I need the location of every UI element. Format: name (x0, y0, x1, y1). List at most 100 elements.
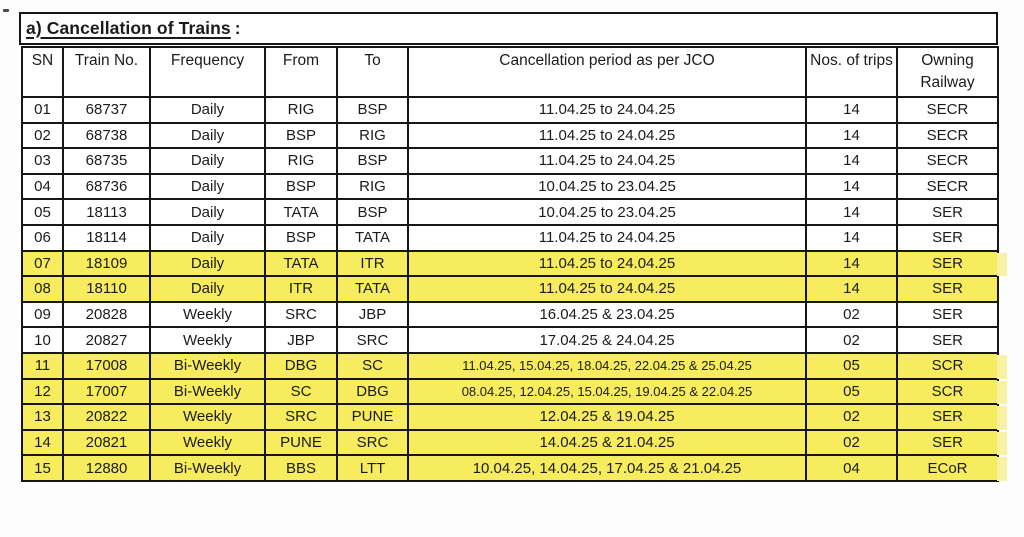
cell-frequency: Daily (149, 223, 266, 252)
cell-frequency: Bi-Weekly (149, 351, 266, 380)
cell-period: 10.04.25, 14.04.25, 17.04.25 & 21.04.25 (407, 454, 807, 482)
cell-frequency: Daily (149, 147, 266, 175)
cell-period: 10.04.25 to 23.04.25 (407, 198, 807, 226)
cell-frequency: Daily (149, 121, 266, 150)
cell-sn: 13 (21, 403, 64, 431)
cell-frequency: Weekly (149, 326, 266, 354)
cell-to: BSP (336, 198, 409, 226)
cell-railway: SECR (896, 121, 999, 150)
cell-train-no: 17007 (62, 377, 151, 406)
cell-train-no: 68738 (62, 121, 151, 150)
cell-sn: 06 (21, 223, 64, 252)
table-row: 09 20828 Weekly SRC JBP 16.04.25 & 23.04.25 02… (21, 300, 999, 329)
cell-period: 08.04.25, 12.04.25, 15.04.25, 19.04.25 &… (407, 377, 807, 406)
cell-from: PUNE (264, 428, 338, 457)
cell-frequency: Daily (149, 172, 266, 201)
cell-period: 16.04.25 & 23.04.25 (407, 300, 807, 329)
cell-from: SC (264, 377, 338, 406)
cell-trips: 02 (805, 403, 898, 431)
cell-railway: SER (896, 403, 1008, 431)
cell-to: BSP (336, 96, 409, 124)
section-title-box: a) Cancellation of Trains : (19, 12, 998, 45)
cell-frequency: Bi-Weekly (149, 377, 266, 406)
cell-sn: 08 (21, 275, 64, 303)
cell-from: BSP (264, 172, 338, 201)
cell-frequency: Daily (149, 198, 266, 226)
cell-railway: SER (896, 300, 999, 329)
table-row: 06 18114 Daily BSP TATA 11.04.25 to 24.04.25 1… (21, 223, 999, 252)
cell-train-no: 20827 (62, 326, 151, 354)
cell-from: BSP (264, 121, 338, 150)
cell-trips: 14 (805, 198, 898, 226)
cell-period: 11.04.25 to 24.04.25 (407, 249, 807, 278)
header-row: SN Train No. Frequency From To Cancellation p… (21, 46, 999, 98)
cell-sn: 02 (21, 121, 64, 150)
cell-frequency: Daily (149, 96, 266, 124)
cell-to: DBG (336, 377, 409, 406)
cell-railway: SCR (896, 377, 1008, 406)
cell-sn: 10 (21, 326, 64, 354)
cell-period: 10.04.25 to 23.04.25 (407, 172, 807, 201)
cell-period: 17.04.25 & 24.04.25 (407, 326, 807, 354)
cell-from: BSP (264, 223, 338, 252)
cell-sn: 15 (21, 454, 64, 482)
table-row: 03 68735 Daily RIG BSP 11.04.25 to 24.04.25 14… (21, 147, 999, 175)
cell-train-no: 20821 (62, 428, 151, 457)
cell-trips: 14 (805, 172, 898, 201)
column-header-owning-railway: Owning Railway (896, 46, 999, 98)
cell-to: SRC (336, 326, 409, 354)
cell-train-no: 18113 (62, 198, 151, 226)
table-row: 11 17008 Bi-Weekly DBG SC 11.04.25, 15.04.25,… (21, 351, 1008, 380)
cell-railway: SER (896, 223, 999, 252)
cell-railway: SECR (896, 96, 999, 124)
cell-train-no: 18109 (62, 249, 151, 278)
cell-railway: SER (896, 275, 999, 303)
cell-sn: 07 (21, 249, 64, 278)
cell-period: 14.04.25 & 21.04.25 (407, 428, 807, 457)
cell-train-no: 12880 (62, 454, 151, 482)
cell-train-no: 20822 (62, 403, 151, 431)
column-header-cancellation-period: Cancellation period as per JCO (407, 46, 807, 98)
cell-to: SC (336, 351, 409, 380)
cell-from: RIG (264, 147, 338, 175)
section-title: a) Cancellation of Trains (26, 18, 231, 38)
cell-trips: 05 (805, 377, 898, 406)
cell-to: RIG (336, 172, 409, 201)
column-header-train-no: Train No. (62, 46, 151, 98)
cell-railway: SER (896, 249, 1008, 278)
cell-to: ITR (336, 249, 409, 278)
section-title-colon: : (234, 18, 241, 38)
cell-trips: 14 (805, 96, 898, 124)
cell-railway: SER (896, 326, 999, 354)
cell-sn: 14 (21, 428, 64, 457)
cell-from: TATA (264, 198, 338, 226)
cell-from: TATA (264, 249, 338, 278)
cell-railway: SECR (896, 172, 999, 201)
cell-train-no: 18114 (62, 223, 151, 252)
table-row: 04 68736 Daily BSP RIG 10.04.25 to 23.04.25 14… (21, 172, 999, 201)
cell-sn: 12 (21, 377, 64, 406)
cell-train-no: 17008 (62, 351, 151, 380)
cell-trips: 05 (805, 351, 898, 380)
cell-sn: 04 (21, 172, 64, 201)
cell-train-no: 18110 (62, 275, 151, 303)
stray-dash-mark (3, 9, 9, 12)
cell-frequency: Daily (149, 249, 266, 278)
cell-railway: SECR (896, 147, 999, 175)
cell-from: JBP (264, 326, 338, 354)
cell-trips: 02 (805, 326, 898, 354)
cell-trips: 02 (805, 428, 898, 457)
cell-to: LTT (336, 454, 409, 482)
cell-from: ITR (264, 275, 338, 303)
table-row: 08 18110 Daily ITR TATA 11.04.25 to 24.04.25 1… (21, 275, 999, 303)
cell-to: BSP (336, 147, 409, 175)
cell-sn: 01 (21, 96, 64, 124)
column-header-sn: SN (21, 46, 64, 98)
cell-sn: 09 (21, 300, 64, 329)
cell-frequency: Weekly (149, 300, 266, 329)
table-row: 01 68737 Daily RIG BSP 11.04.25 to 24.04.25 14… (21, 96, 999, 124)
cell-train-no: 68735 (62, 147, 151, 175)
cell-railway: SCR (896, 351, 1008, 380)
cell-train-no: 20828 (62, 300, 151, 329)
